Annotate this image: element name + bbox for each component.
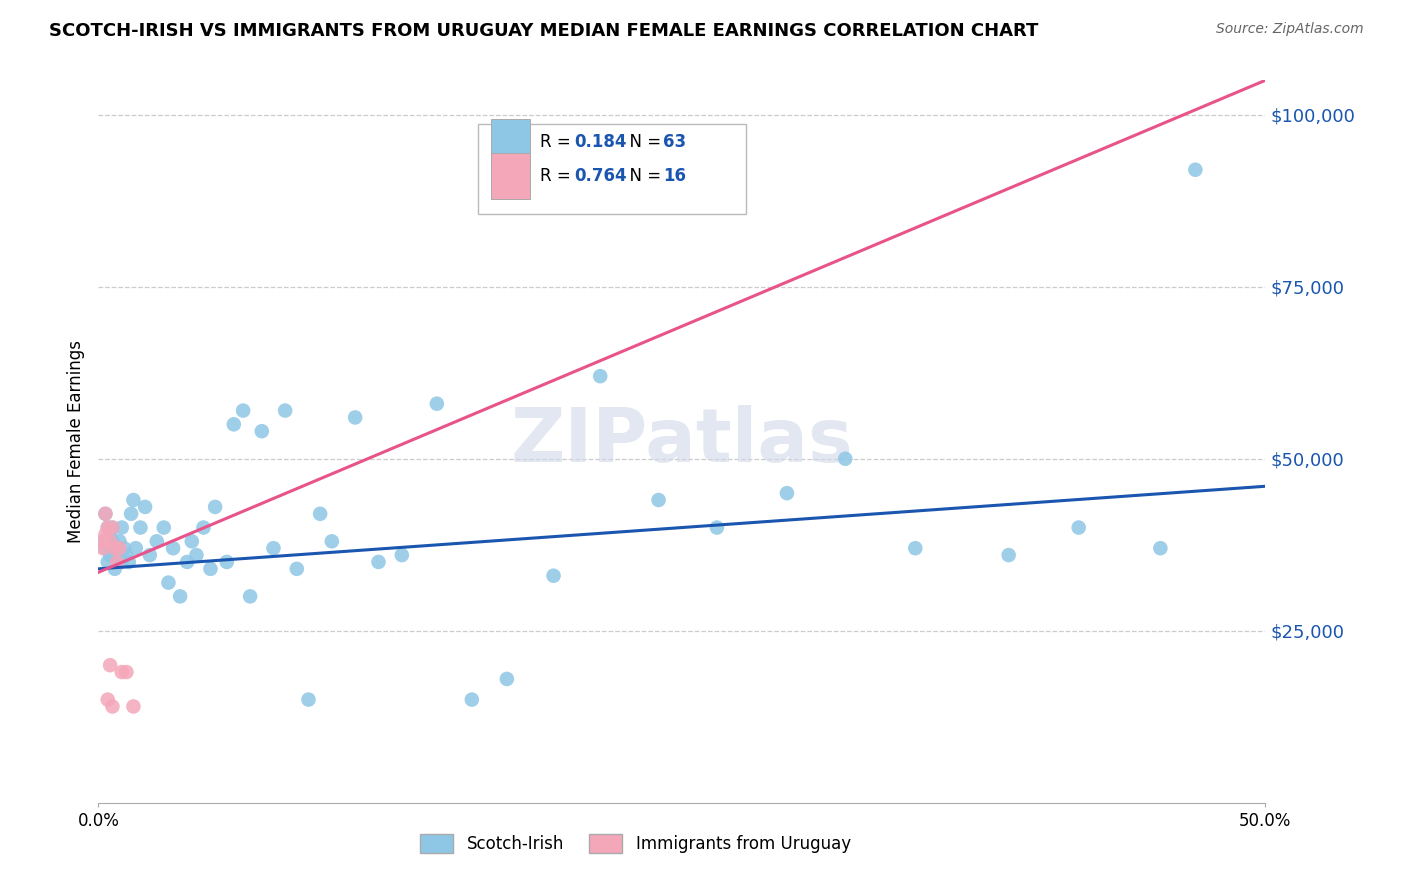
Point	[104, 562, 127, 576]
Point	[112, 541, 135, 556]
Point	[297, 692, 319, 706]
Point	[186, 548, 208, 562]
Point	[111, 555, 134, 569]
Point	[139, 548, 162, 562]
Point	[215, 555, 238, 569]
Point	[162, 541, 184, 556]
Point	[94, 541, 117, 556]
FancyBboxPatch shape	[491, 153, 530, 199]
Point	[105, 555, 128, 569]
Point	[426, 397, 449, 411]
Point	[101, 699, 124, 714]
Point	[129, 520, 152, 534]
Point	[108, 541, 131, 556]
Point	[98, 548, 121, 562]
Text: Source: ZipAtlas.com: Source: ZipAtlas.com	[1216, 22, 1364, 37]
Point	[1149, 541, 1171, 556]
Point	[94, 527, 117, 541]
FancyBboxPatch shape	[491, 119, 530, 165]
Point	[776, 486, 799, 500]
Point	[262, 541, 284, 556]
Point	[391, 548, 413, 562]
Point	[108, 534, 131, 549]
Point	[1067, 520, 1090, 534]
Text: R =: R =	[540, 167, 575, 185]
Text: N =: N =	[619, 133, 666, 151]
Point	[111, 520, 134, 534]
Point	[101, 534, 124, 549]
Point	[98, 527, 121, 541]
Point	[589, 369, 612, 384]
Point	[250, 424, 273, 438]
Point	[115, 548, 138, 562]
Point	[98, 534, 121, 549]
Point	[706, 520, 728, 534]
Point	[496, 672, 519, 686]
Point	[97, 520, 120, 534]
Point	[647, 493, 669, 508]
Point	[904, 541, 927, 556]
Point	[285, 562, 308, 576]
Point	[180, 534, 202, 549]
Text: 63: 63	[664, 133, 686, 151]
Point	[91, 534, 114, 549]
Point	[321, 534, 343, 549]
Point	[232, 403, 254, 417]
Point	[104, 541, 127, 556]
Point	[101, 520, 124, 534]
Text: SCOTCH-IRISH VS IMMIGRANTS FROM URUGUAY MEDIAN FEMALE EARNINGS CORRELATION CHART: SCOTCH-IRISH VS IMMIGRANTS FROM URUGUAY …	[49, 22, 1039, 40]
Point	[309, 507, 332, 521]
Point	[98, 658, 121, 673]
Point	[543, 568, 565, 582]
Point	[176, 555, 198, 569]
Text: N =: N =	[619, 167, 666, 185]
Point	[122, 493, 145, 508]
Point	[239, 590, 262, 604]
Point	[461, 692, 484, 706]
Point	[134, 500, 156, 514]
Point	[105, 548, 128, 562]
Text: 0.184: 0.184	[575, 133, 627, 151]
Point	[157, 575, 180, 590]
Point	[97, 692, 120, 706]
Text: ZIPatlas: ZIPatlas	[510, 405, 853, 478]
Point	[834, 451, 856, 466]
FancyBboxPatch shape	[478, 124, 747, 214]
Point	[118, 555, 141, 569]
Point	[193, 520, 215, 534]
Point	[200, 562, 222, 576]
Point	[91, 541, 114, 556]
Text: 0.764: 0.764	[575, 167, 627, 185]
Point	[222, 417, 245, 432]
Point	[274, 403, 297, 417]
Point	[204, 500, 226, 514]
Point	[94, 507, 117, 521]
Point	[125, 541, 148, 556]
Point	[97, 520, 120, 534]
Point	[169, 590, 191, 604]
Legend: Scotch-Irish, Immigrants from Uruguay: Scotch-Irish, Immigrants from Uruguay	[413, 827, 858, 860]
Point	[997, 548, 1019, 562]
Point	[1184, 162, 1206, 177]
Point	[111, 665, 134, 679]
Point	[344, 410, 367, 425]
Point	[115, 665, 138, 679]
Point	[146, 534, 169, 549]
Point	[152, 520, 174, 534]
Point	[122, 699, 145, 714]
Text: R =: R =	[540, 133, 575, 151]
Point	[101, 520, 124, 534]
Point	[367, 555, 389, 569]
Y-axis label: Median Female Earnings: Median Female Earnings	[66, 340, 84, 543]
Point	[94, 507, 117, 521]
Point	[120, 507, 142, 521]
Point	[104, 541, 127, 556]
Point	[91, 534, 114, 549]
Text: 16: 16	[664, 167, 686, 185]
Point	[97, 555, 120, 569]
